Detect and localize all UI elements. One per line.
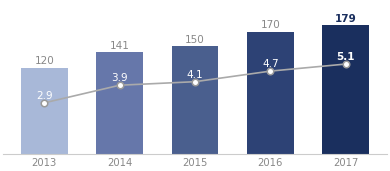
Text: 120: 120	[34, 56, 54, 66]
Point	[267, 70, 273, 73]
Bar	[96, 52, 143, 154]
Point	[41, 102, 47, 104]
Point	[192, 80, 198, 83]
Text: 150: 150	[185, 35, 205, 45]
Text: 3.9: 3.9	[111, 73, 128, 83]
Point	[117, 84, 123, 87]
Text: 4.1: 4.1	[187, 70, 203, 80]
Text: 4.7: 4.7	[262, 59, 279, 69]
Text: 179: 179	[335, 14, 356, 24]
Bar	[172, 46, 218, 154]
Text: 170: 170	[261, 20, 280, 30]
Text: 5.1: 5.1	[337, 52, 355, 62]
Bar	[323, 25, 369, 154]
Text: 2.9: 2.9	[36, 91, 53, 101]
Bar	[21, 68, 67, 154]
Bar	[247, 32, 294, 154]
Point	[343, 63, 349, 65]
Text: 141: 141	[110, 41, 129, 51]
